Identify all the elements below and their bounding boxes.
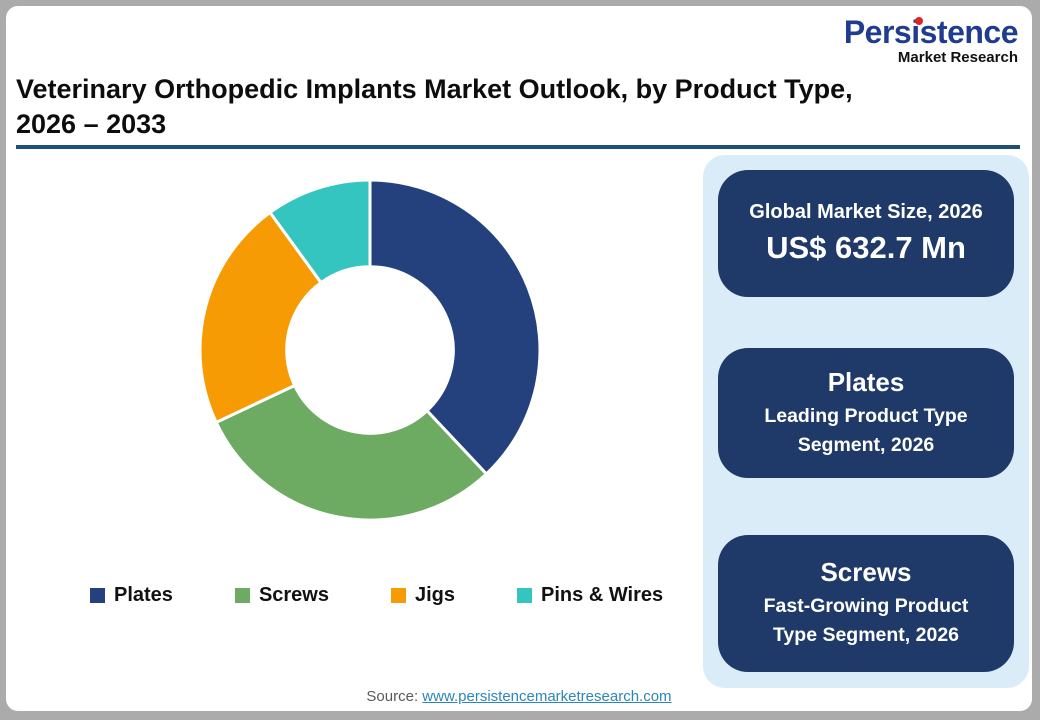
brand-logo-name: Persistence [843, 14, 1019, 50]
card-fast-growing-segment: Screws Fast-Growing Product Type Segment… [718, 535, 1014, 672]
legend-swatch-pins-wires [517, 588, 533, 603]
legend-swatch-screws [234, 588, 250, 603]
card-leading-segment-subtitle: Leading Product Type Segment, 2026 [764, 404, 968, 456]
infographic-canvas: Persistence Market Research Veterinary O… [6, 6, 1032, 711]
donut-segment-screws [214, 383, 489, 522]
legend-item-screws: Screws [234, 584, 329, 607]
card-global-market-size: Global Market Size, 2026 US$ 632.7 Mn [718, 170, 1014, 297]
source-line: Source: www.persistencemarketresearch.co… [6, 688, 1032, 705]
brand-logo: Persistence Market Research [843, 14, 1019, 66]
title-divider [16, 145, 1020, 149]
legend-item-plates: Plates [90, 584, 173, 607]
donut-chart-svg [198, 178, 542, 522]
card-global-market-size-title: Global Market Size, 2026 [749, 201, 983, 223]
legend-item-jigs: Jigs [391, 584, 455, 607]
donut-segment-plates [368, 178, 542, 477]
logo-red-dot-icon [914, 17, 923, 25]
legend-label-pins-wires: Pins & Wires [541, 584, 664, 606]
page-title: Veterinary Orthopedic Implants Market Ou… [16, 72, 1016, 142]
legend-label-screws: Screws [258, 584, 329, 606]
source-label: Source: [366, 688, 419, 705]
brand-logo-tagline: Market Research [897, 49, 1018, 66]
card-fast-growing-segment-subtitle: Fast-Growing Product Type Segment, 2026 [763, 595, 969, 646]
donut-segment-pins-wires [267, 178, 372, 285]
legend-swatch-jigs [391, 588, 406, 603]
legend-swatch-plates [90, 588, 105, 603]
legend-label-plates: Plates [114, 584, 173, 606]
card-global-market-size-value: US$ 632.7 Mn [766, 230, 966, 265]
donut-segment-jigs [198, 210, 324, 425]
legend-item-pins-wires: Pins & Wires [517, 584, 663, 607]
page-title-line2: 2026 – 2033 [16, 109, 167, 139]
source-link[interactable]: www.persistencemarketresearch.com [422, 688, 672, 705]
chart-legend: Plates Screws Jigs Pins & Wires [90, 584, 663, 607]
brand-logo-text: Persistence [843, 14, 1019, 50]
card-leading-segment-title: Plates [827, 366, 905, 397]
highlights-panel: Global Market Size, 2026 US$ 632.7 Mn Pl… [703, 155, 1029, 688]
card-leading-segment: Plates Leading Product Type Segment, 202… [718, 348, 1014, 478]
card-fast-growing-segment-title: Screws [820, 557, 912, 587]
donut-chart [195, 175, 545, 525]
page-title-line1: Veterinary Orthopedic Implants Market Ou… [16, 74, 853, 104]
legend-label-jigs: Jigs [415, 584, 456, 606]
